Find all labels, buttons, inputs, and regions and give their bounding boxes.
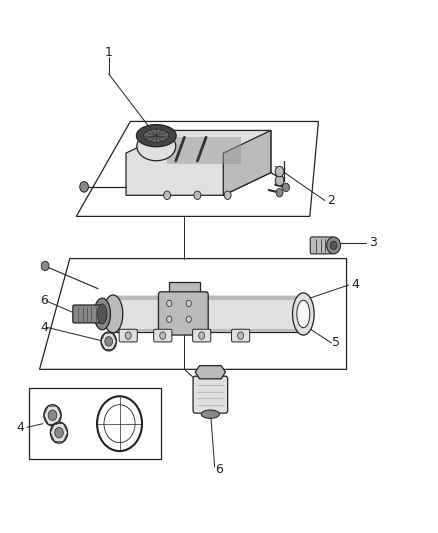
Ellipse shape: [137, 132, 176, 161]
Circle shape: [160, 332, 166, 340]
Circle shape: [330, 241, 337, 249]
Text: 4: 4: [351, 278, 359, 292]
Circle shape: [283, 183, 290, 191]
Text: 3: 3: [369, 236, 376, 249]
Polygon shape: [223, 131, 271, 195]
Circle shape: [275, 166, 284, 177]
Text: 4: 4: [16, 421, 24, 434]
Circle shape: [199, 332, 205, 340]
Text: 6: 6: [215, 463, 223, 476]
Polygon shape: [169, 282, 200, 295]
FancyBboxPatch shape: [154, 329, 172, 342]
Polygon shape: [195, 366, 226, 379]
Ellipse shape: [297, 300, 310, 328]
Text: 4: 4: [40, 321, 48, 334]
FancyBboxPatch shape: [310, 237, 333, 254]
Circle shape: [125, 332, 131, 340]
Circle shape: [50, 422, 67, 443]
FancyBboxPatch shape: [119, 329, 137, 342]
Circle shape: [101, 332, 117, 351]
Polygon shape: [113, 295, 304, 333]
Circle shape: [167, 316, 172, 322]
Circle shape: [167, 300, 172, 306]
Circle shape: [224, 191, 231, 199]
Text: 2: 2: [328, 194, 336, 207]
Circle shape: [327, 237, 340, 254]
Circle shape: [44, 405, 61, 426]
FancyBboxPatch shape: [232, 329, 250, 342]
Circle shape: [186, 316, 191, 322]
Circle shape: [186, 300, 191, 306]
Circle shape: [41, 261, 49, 271]
Ellipse shape: [144, 129, 169, 142]
Ellipse shape: [98, 304, 107, 324]
Circle shape: [48, 410, 57, 421]
Circle shape: [105, 337, 113, 346]
Ellipse shape: [136, 125, 176, 147]
Ellipse shape: [103, 295, 123, 333]
Polygon shape: [167, 138, 240, 164]
Bar: [29, 388, 161, 459]
Ellipse shape: [293, 293, 314, 335]
Text: 5: 5: [332, 336, 340, 350]
Circle shape: [237, 332, 244, 340]
Circle shape: [164, 191, 170, 199]
FancyBboxPatch shape: [193, 376, 228, 413]
Text: 1: 1: [105, 46, 113, 59]
Circle shape: [276, 189, 283, 197]
FancyBboxPatch shape: [193, 329, 211, 342]
Circle shape: [194, 191, 201, 199]
FancyBboxPatch shape: [159, 292, 208, 335]
Ellipse shape: [94, 298, 110, 330]
Polygon shape: [126, 131, 271, 195]
FancyBboxPatch shape: [73, 305, 103, 323]
Ellipse shape: [201, 410, 219, 418]
Circle shape: [55, 427, 64, 438]
Circle shape: [80, 182, 88, 192]
Text: 6: 6: [40, 294, 48, 308]
Circle shape: [275, 175, 284, 186]
